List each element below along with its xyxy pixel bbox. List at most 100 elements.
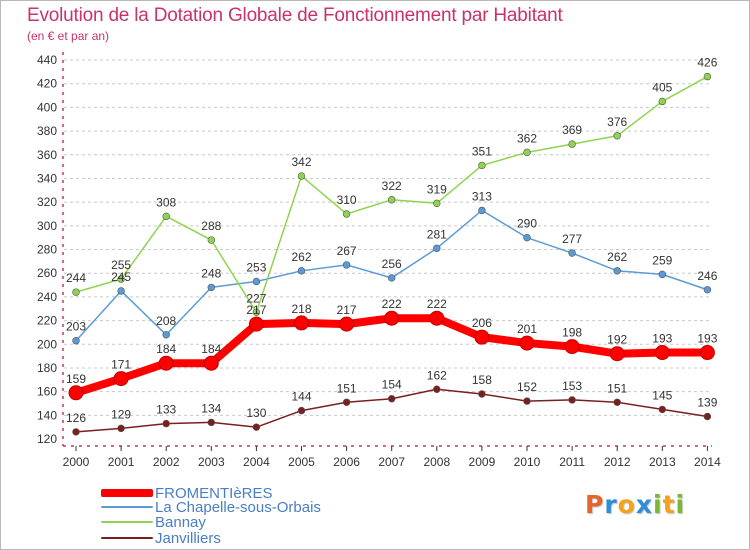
- y-tick-label: 440: [37, 53, 57, 67]
- data-label: 208: [156, 314, 176, 328]
- data-label: 288: [201, 219, 221, 233]
- series-lines: [68, 72, 715, 436]
- x-tick-label: 2009: [469, 455, 496, 469]
- legend-item-fromentieres: FROMENTIèRES: [101, 484, 273, 502]
- data-label: 151: [607, 381, 627, 395]
- series-fromenti-res: [68, 310, 715, 401]
- legend-label: FROMENTIèRES: [155, 484, 273, 502]
- data-point: [162, 419, 170, 428]
- data-label: 144: [291, 390, 311, 404]
- data-label: 184: [201, 342, 221, 356]
- data-label: 198: [562, 326, 582, 340]
- series-janvilliers: [72, 385, 712, 436]
- data-point: [252, 277, 261, 286]
- legend-label: Bannay: [155, 513, 206, 531]
- y-tick-label: 180: [37, 361, 57, 375]
- logo-letter: x: [635, 490, 653, 519]
- data-label: 244: [66, 271, 86, 285]
- data-point: [339, 316, 355, 332]
- data-point: [207, 418, 216, 427]
- x-tick-label: 2012: [604, 455, 631, 469]
- data-label: 129: [111, 407, 131, 421]
- data-point: [519, 335, 535, 351]
- data-label: 405: [652, 80, 672, 94]
- data-point: [203, 355, 219, 371]
- y-tick-label: 160: [37, 385, 57, 399]
- x-tick-label: 2014: [694, 455, 721, 469]
- legend-label: Janvilliers: [155, 529, 221, 547]
- legend-label: La Chapelle-sous-Orbais: [155, 498, 321, 516]
- grid-lines: [64, 59, 712, 416]
- data-point: [478, 206, 486, 215]
- proxiti-logo: Proxiti: [585, 490, 685, 519]
- data-point: [342, 261, 351, 269]
- data-point: [658, 97, 666, 106]
- data-label: 245: [111, 270, 131, 284]
- y-tick-label: 420: [37, 77, 57, 91]
- data-label: 227: [246, 291, 266, 305]
- x-tick-label: 2011: [559, 455, 585, 469]
- data-label: 217: [337, 303, 357, 317]
- data-point: [433, 385, 441, 393]
- x-tick-label: 2008: [423, 455, 450, 469]
- x-tick-label: 2010: [514, 455, 541, 469]
- x-tick-label: 2006: [333, 455, 360, 469]
- data-label: 281: [427, 227, 447, 241]
- data-point: [429, 310, 445, 326]
- data-point: [568, 249, 576, 257]
- logo-letter: i: [653, 490, 663, 519]
- chart-title: Evolution de la Dotation Globale de Fonc…: [27, 5, 563, 26]
- series-bannay: [72, 72, 712, 316]
- data-point: [703, 412, 712, 421]
- data-label: 158: [472, 373, 492, 387]
- x-tick-label: 2004: [243, 455, 270, 469]
- data-label: 310: [337, 193, 357, 207]
- data-point: [207, 236, 216, 244]
- data-point: [568, 396, 576, 404]
- data-label: 151: [337, 381, 357, 395]
- data-point: [342, 210, 351, 218]
- data-point: [388, 196, 396, 204]
- data-point: [72, 428, 80, 436]
- data-point: [342, 398, 351, 406]
- data-point: [564, 339, 580, 355]
- data-label: 159: [66, 372, 86, 386]
- data-label: 171: [111, 358, 131, 372]
- y-tick-label: 140: [37, 408, 57, 422]
- data-point: [658, 405, 666, 414]
- data-label: 267: [337, 244, 357, 258]
- data-point: [568, 140, 576, 148]
- data-label: 342: [291, 155, 311, 169]
- data-label: 426: [697, 56, 717, 70]
- data-label: 184: [156, 342, 176, 356]
- logo-letter: t: [662, 490, 676, 519]
- data-label: 217: [246, 303, 266, 317]
- data-label: 277: [562, 232, 582, 246]
- data-point: [158, 355, 174, 371]
- data-label: 133: [156, 403, 176, 417]
- y-tick-label: 340: [37, 171, 57, 185]
- data-label: 313: [472, 189, 492, 203]
- data-point: [523, 397, 531, 405]
- data-label: 145: [652, 388, 672, 402]
- data-label: 193: [697, 332, 717, 346]
- data-label: 152: [517, 380, 537, 394]
- data-point: [433, 199, 441, 208]
- legend-item-janvilliers: Janvilliers: [101, 529, 221, 547]
- data-label: 362: [517, 131, 537, 145]
- data-point: [388, 274, 396, 282]
- data-point: [699, 345, 715, 361]
- legend-swatch: [101, 537, 153, 539]
- data-label: 130: [246, 406, 266, 420]
- data-label: 126: [66, 411, 86, 425]
- data-label: 262: [291, 250, 311, 264]
- data-label: 290: [517, 217, 537, 231]
- data-label: 256: [382, 257, 402, 271]
- data-point: [117, 424, 125, 433]
- legend-swatch: [101, 521, 153, 523]
- y-tick-label: 360: [37, 148, 57, 162]
- y-tick-label: 400: [37, 100, 57, 114]
- data-label: 192: [607, 333, 627, 347]
- data-point: [294, 315, 309, 331]
- y-tick-label: 300: [37, 219, 57, 233]
